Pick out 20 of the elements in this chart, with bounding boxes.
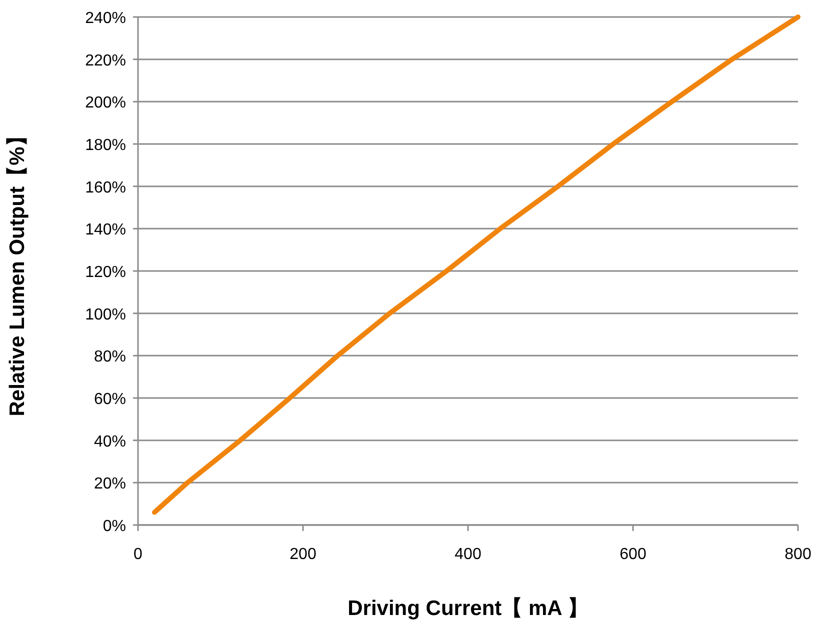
y-tick-label: 100% xyxy=(85,306,126,324)
x-tick-label: 800 xyxy=(784,546,812,563)
y-tick-label: 20% xyxy=(94,476,126,493)
y-tick-label: 60% xyxy=(94,391,126,408)
y-tick-label: 160% xyxy=(85,179,126,196)
y-tick-label: 140% xyxy=(85,222,126,239)
x-tick-label: 600 xyxy=(620,546,646,563)
y-axis-title: Relative Lumen Output【%】 xyxy=(6,126,29,416)
y-tick-label: 0% xyxy=(102,518,126,535)
x-axis-title: Driving Current【 mA 】 xyxy=(348,597,588,620)
y-tick-label: 120% xyxy=(85,264,126,281)
y-tick-label: 240% xyxy=(85,10,126,27)
y-tick-label: 200% xyxy=(85,94,126,112)
x-tick-label: 200 xyxy=(290,546,316,563)
x-tick-label: 400 xyxy=(454,546,482,563)
y-tick-label: 180% xyxy=(85,137,126,154)
y-tick-label: 40% xyxy=(94,433,126,450)
x-tick-label: 0 xyxy=(134,546,143,563)
y-tick-label: 220% xyxy=(85,52,126,70)
y-tick-label: 80% xyxy=(94,348,126,366)
